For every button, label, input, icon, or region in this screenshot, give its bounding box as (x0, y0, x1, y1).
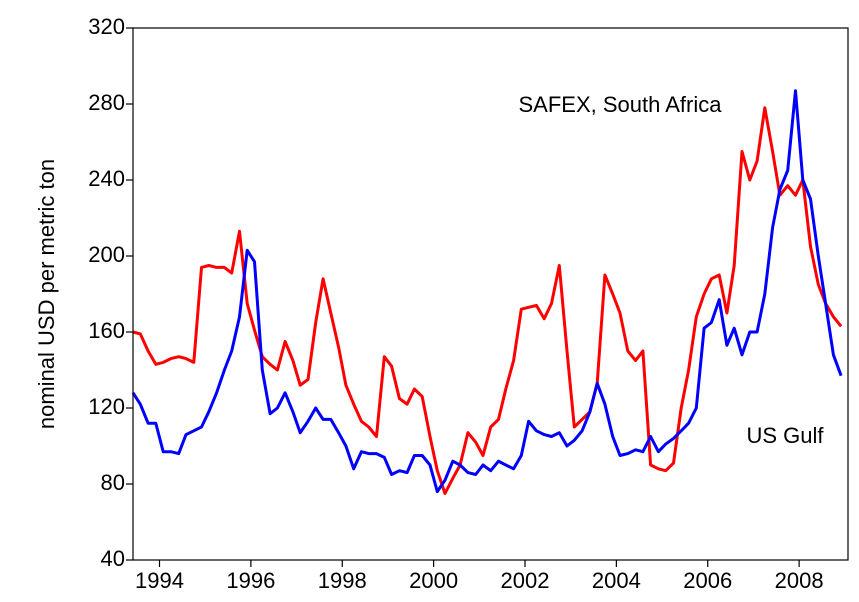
y-tick-label: 320 (88, 14, 125, 39)
series-line (131, 89, 843, 494)
y-tick-label: 240 (88, 166, 125, 191)
x-tick-label: 2002 (501, 568, 550, 593)
plot-frame (132, 27, 849, 561)
y-tick-label: 80 (101, 470, 125, 495)
y-tick-label: 280 (88, 90, 125, 115)
x-tick-label: 2004 (592, 568, 641, 593)
series-line (132, 106, 843, 495)
y-tick-label: 160 (88, 318, 125, 343)
series-label: SAFEX, South Africa (519, 92, 723, 117)
series-label: US Gulf (746, 423, 824, 448)
x-tick-label: 2006 (683, 568, 732, 593)
x-tick-label: 1996 (226, 568, 275, 593)
y-tick-label: 40 (101, 546, 125, 571)
x-tick-label: 2008 (775, 568, 824, 593)
x-tick-label: 1998 (318, 568, 367, 593)
y-axis-title: nominal USD per metric ton (34, 159, 59, 429)
x-tick-label: 1994 (135, 568, 184, 593)
y-tick-label: 120 (88, 394, 125, 419)
x-tick-label: 2000 (409, 568, 458, 593)
y-tick-label: 200 (88, 242, 125, 267)
